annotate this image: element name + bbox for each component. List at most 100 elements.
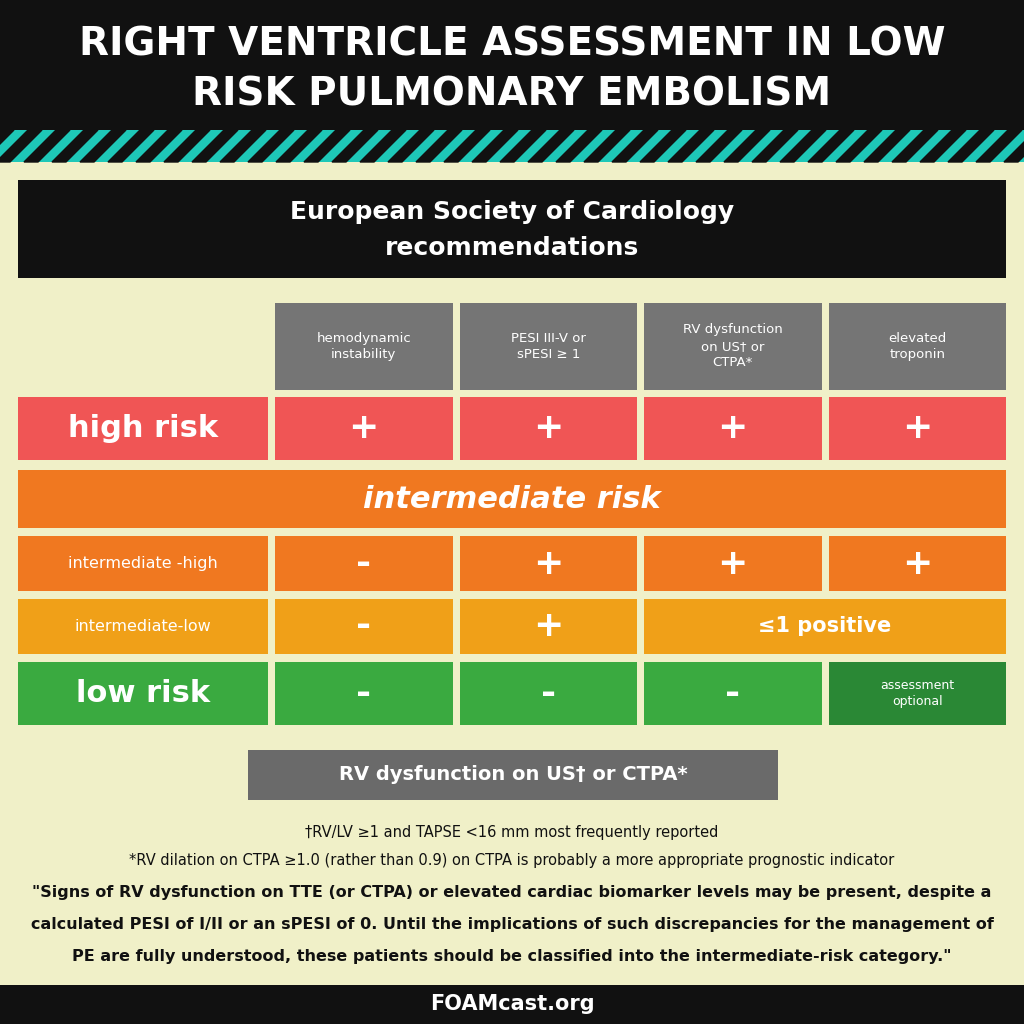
Text: calculated PESI of I/II or an sPESI of 0. Until the implications of such discrep: calculated PESI of I/II or an sPESI of 0… [31, 918, 993, 932]
Text: -: - [356, 677, 372, 711]
Text: +: + [534, 412, 563, 445]
Polygon shape [948, 130, 994, 162]
Bar [0, 654, 1024, 662]
Bar [828, 662, 1006, 725]
Polygon shape [80, 130, 126, 162]
Bar [0, 460, 1024, 470]
Polygon shape [52, 130, 98, 162]
Text: assessment
optional: assessment optional [881, 679, 954, 708]
Bar [275, 536, 453, 591]
Bar [0, 130, 1024, 162]
Text: -: - [356, 547, 372, 581]
Polygon shape [108, 130, 154, 162]
Polygon shape [696, 130, 742, 162]
Text: ≤1 positive: ≤1 positive [759, 616, 892, 637]
Bar [828, 303, 1006, 390]
Bar [18, 536, 268, 591]
Polygon shape [612, 130, 658, 162]
Text: -: - [356, 609, 372, 643]
Text: +: + [902, 547, 933, 581]
Text: RISK PULMONARY EMBOLISM: RISK PULMONARY EMBOLISM [193, 76, 831, 114]
Bar [275, 303, 453, 390]
Bar [275, 397, 453, 460]
Polygon shape [668, 130, 714, 162]
Polygon shape [724, 130, 770, 162]
Bar [18, 662, 268, 725]
Bar [0, 0, 1024, 130]
Polygon shape [640, 130, 686, 162]
Text: +: + [902, 412, 933, 445]
Polygon shape [1004, 130, 1024, 162]
Text: recommendations: recommendations [385, 236, 639, 260]
Text: European Society of Cardiology: European Society of Cardiology [290, 200, 734, 224]
Text: †RV/LV ≥1 and TAPSE <16 mm most frequently reported: †RV/LV ≥1 and TAPSE <16 mm most frequent… [305, 825, 719, 840]
Text: FOAMcast.org: FOAMcast.org [430, 994, 594, 1015]
Bar [18, 599, 268, 654]
Text: RIGHT VENTRICLE ASSESSMENT IN LOW: RIGHT VENTRICLE ASSESSMENT IN LOW [79, 25, 945, 63]
Bar [828, 397, 1006, 460]
Polygon shape [528, 130, 574, 162]
Text: +: + [718, 547, 748, 581]
Bar [460, 662, 637, 725]
Bar [644, 536, 821, 591]
Polygon shape [136, 130, 182, 162]
Polygon shape [836, 130, 882, 162]
Text: "Signs of RV dysfunction on TTE (or CTPA) or elevated cardiac biomarker levels m: "Signs of RV dysfunction on TTE (or CTPA… [33, 885, 991, 900]
Text: PESI III-V or
sPESI ≥ 1: PESI III-V or sPESI ≥ 1 [511, 332, 586, 361]
Text: -: - [541, 677, 556, 711]
Bar [275, 599, 453, 654]
Bar [460, 536, 637, 591]
Text: +: + [348, 412, 379, 445]
Bar [0, 528, 1024, 536]
Bar [0, 591, 1024, 599]
Polygon shape [472, 130, 518, 162]
Polygon shape [416, 130, 462, 162]
Text: PE are fully understood, these patients should be classified into the intermedia: PE are fully understood, these patients … [73, 949, 951, 964]
Text: RV dysfunction
on US† or
CTPA*: RV dysfunction on US† or CTPA* [683, 324, 782, 370]
Polygon shape [976, 130, 1022, 162]
Polygon shape [164, 130, 210, 162]
Polygon shape [584, 130, 630, 162]
Polygon shape [24, 130, 70, 162]
Polygon shape [0, 130, 14, 162]
Polygon shape [193, 130, 238, 162]
Bar [460, 599, 637, 654]
Polygon shape [388, 130, 434, 162]
Polygon shape [780, 130, 826, 162]
Bar [644, 397, 821, 460]
Text: *RV dilation on CTPA ≥1.0 (rather than 0.9) on CTPA is probably a more appropria: *RV dilation on CTPA ≥1.0 (rather than 0… [129, 853, 895, 868]
Bar [644, 599, 1006, 654]
Text: intermediate -high: intermediate -high [69, 556, 218, 571]
Bar [460, 303, 637, 390]
Polygon shape [920, 130, 966, 162]
Bar [0, 278, 1024, 303]
Text: intermediate-low: intermediate-low [75, 618, 211, 634]
Bar [828, 536, 1006, 591]
Text: elevated
troponin: elevated troponin [888, 332, 946, 361]
Polygon shape [304, 130, 350, 162]
Polygon shape [220, 130, 266, 162]
Polygon shape [556, 130, 602, 162]
Text: -: - [725, 677, 740, 711]
Polygon shape [444, 130, 490, 162]
Polygon shape [752, 130, 798, 162]
Bar [248, 750, 778, 800]
Polygon shape [248, 130, 294, 162]
Bar [460, 397, 637, 460]
Polygon shape [0, 130, 42, 162]
Text: +: + [534, 547, 563, 581]
Bar [644, 662, 821, 725]
Bar [644, 303, 821, 390]
Bar [18, 470, 1006, 528]
Polygon shape [276, 130, 322, 162]
Polygon shape [808, 130, 854, 162]
Text: +: + [534, 609, 563, 643]
Bar [18, 180, 1006, 278]
Bar [0, 162, 1024, 180]
Text: RV dysfunction on US† or CTPA*: RV dysfunction on US† or CTPA* [339, 766, 687, 784]
Polygon shape [500, 130, 546, 162]
Text: high risk: high risk [68, 414, 218, 443]
Bar [0, 725, 1024, 746]
Text: hemodynamic
instability: hemodynamic instability [316, 332, 411, 361]
Polygon shape [864, 130, 910, 162]
